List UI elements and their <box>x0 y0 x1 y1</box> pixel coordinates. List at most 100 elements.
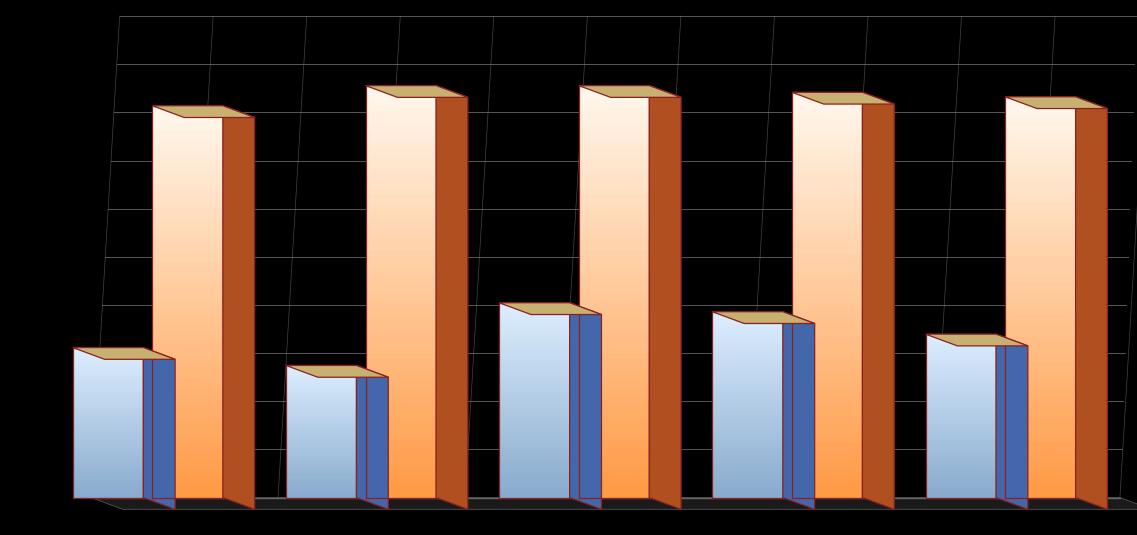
Polygon shape <box>926 490 996 492</box>
Polygon shape <box>285 464 356 466</box>
Polygon shape <box>1005 217 1076 222</box>
Polygon shape <box>285 382 356 384</box>
Polygon shape <box>73 379 143 381</box>
Polygon shape <box>791 376 862 381</box>
Polygon shape <box>499 371 570 373</box>
Polygon shape <box>1005 127 1076 132</box>
Polygon shape <box>73 479 143 480</box>
Polygon shape <box>712 402 782 404</box>
Polygon shape <box>152 272 223 277</box>
Polygon shape <box>285 394 356 395</box>
Polygon shape <box>712 446 782 449</box>
Polygon shape <box>926 342 996 345</box>
Polygon shape <box>579 477 649 482</box>
Polygon shape <box>712 316 782 319</box>
Polygon shape <box>285 455 356 456</box>
Polygon shape <box>499 322 570 325</box>
Polygon shape <box>285 456 356 458</box>
Polygon shape <box>712 418 782 421</box>
Polygon shape <box>579 101 649 106</box>
Polygon shape <box>926 487 996 490</box>
Polygon shape <box>285 491 356 493</box>
Polygon shape <box>926 471 996 473</box>
Polygon shape <box>365 142 437 147</box>
Polygon shape <box>365 435 437 441</box>
Polygon shape <box>1005 222 1076 227</box>
Polygon shape <box>499 468 570 471</box>
Polygon shape <box>285 446 356 448</box>
Polygon shape <box>862 93 894 509</box>
Polygon shape <box>499 354 570 356</box>
Polygon shape <box>73 357 143 359</box>
Polygon shape <box>73 413 143 415</box>
Polygon shape <box>926 453 996 455</box>
Polygon shape <box>73 398 143 400</box>
Polygon shape <box>365 441 437 446</box>
Polygon shape <box>579 142 649 147</box>
Polygon shape <box>499 344 570 347</box>
Polygon shape <box>579 230 649 235</box>
Polygon shape <box>285 453 356 455</box>
Polygon shape <box>152 356 223 361</box>
Polygon shape <box>712 391 782 393</box>
Polygon shape <box>579 250 649 256</box>
Polygon shape <box>579 487 649 492</box>
Polygon shape <box>712 326 782 328</box>
Polygon shape <box>579 235 649 240</box>
Polygon shape <box>73 348 143 349</box>
Polygon shape <box>152 365 223 370</box>
Polygon shape <box>365 317 437 323</box>
Polygon shape <box>712 442 782 444</box>
Polygon shape <box>1005 192 1076 197</box>
Polygon shape <box>152 370 223 375</box>
Polygon shape <box>73 471 143 473</box>
Polygon shape <box>1005 97 1107 109</box>
Polygon shape <box>579 215 649 219</box>
Polygon shape <box>579 353 649 358</box>
Polygon shape <box>365 91 437 96</box>
Polygon shape <box>579 163 649 168</box>
Polygon shape <box>712 488 782 491</box>
Polygon shape <box>73 469 143 471</box>
Polygon shape <box>712 372 782 374</box>
Polygon shape <box>1005 383 1076 387</box>
Polygon shape <box>579 441 649 446</box>
Polygon shape <box>926 363 996 365</box>
Polygon shape <box>499 383 570 386</box>
Polygon shape <box>499 456 570 458</box>
Polygon shape <box>579 168 649 173</box>
Polygon shape <box>285 481 356 483</box>
Polygon shape <box>791 102 862 108</box>
Polygon shape <box>579 86 681 97</box>
Polygon shape <box>285 415 356 417</box>
Polygon shape <box>365 343 437 348</box>
Polygon shape <box>579 312 649 317</box>
Polygon shape <box>499 349 570 351</box>
Polygon shape <box>73 372 143 374</box>
Polygon shape <box>73 381 143 383</box>
Polygon shape <box>712 321 782 323</box>
Polygon shape <box>926 465 996 467</box>
Polygon shape <box>285 433 356 435</box>
Polygon shape <box>285 445 356 446</box>
Polygon shape <box>712 377 782 379</box>
Polygon shape <box>499 303 570 305</box>
Polygon shape <box>152 390 223 395</box>
Polygon shape <box>712 337 782 340</box>
Polygon shape <box>73 370 143 372</box>
Polygon shape <box>73 490 143 492</box>
Polygon shape <box>1005 398 1076 402</box>
Polygon shape <box>285 384 356 385</box>
Polygon shape <box>791 108 862 112</box>
Polygon shape <box>365 353 437 358</box>
Polygon shape <box>285 388 356 390</box>
Polygon shape <box>365 121 437 127</box>
Polygon shape <box>926 350 996 353</box>
Polygon shape <box>649 86 681 509</box>
Polygon shape <box>152 218 223 223</box>
Polygon shape <box>285 400 356 402</box>
Polygon shape <box>712 407 782 409</box>
Polygon shape <box>365 106 437 111</box>
Polygon shape <box>73 348 175 360</box>
Polygon shape <box>285 432 356 433</box>
